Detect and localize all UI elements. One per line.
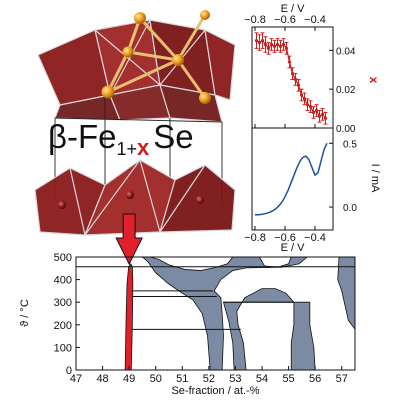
se-atoms bbox=[58, 191, 204, 209]
phase-chart-x-tick-label: 50 bbox=[150, 373, 162, 385]
phase-chart-x-tick-label: 53 bbox=[229, 373, 241, 385]
fe-atoms bbox=[101, 10, 211, 104]
x-data-point bbox=[287, 60, 292, 64]
x-data-point bbox=[266, 46, 271, 50]
current-chart-frame bbox=[251, 127, 334, 231]
current-chart-x-tick-label: −0.6 bbox=[274, 232, 296, 244]
x-chart-x-axis: −0.8 −0.6 −0.4 bbox=[244, 14, 326, 128]
x-chart-y-label: x bbox=[367, 77, 381, 84]
x-data-point bbox=[284, 46, 289, 50]
phase-chart-x-label: Se-fraction / at.-% bbox=[171, 385, 259, 397]
phase-chart-x-tick-label: 56 bbox=[309, 373, 321, 385]
phase-chart-x-tick-label: 47 bbox=[70, 373, 82, 385]
x-chart-y-tick-label: 0.04 bbox=[336, 46, 356, 57]
x-data-point bbox=[278, 44, 283, 49]
phase-chart-x-tick-label: 52 bbox=[203, 373, 215, 385]
phase-chart-x-axis: 47 48 49 50 51 52 53 54 55 56 57 bbox=[70, 366, 348, 385]
current-chart-series bbox=[255, 142, 328, 216]
x-data-point bbox=[305, 103, 310, 107]
x-data-point bbox=[257, 40, 262, 45]
x-chart-x-tick-label: −0.6 bbox=[274, 14, 296, 26]
phase-chart-y-tick-label: 300 bbox=[54, 297, 72, 309]
x-chart-x-label: E / V bbox=[281, 3, 306, 15]
x-data-point bbox=[269, 42, 274, 47]
phase-chart-y-tick-label: 500 bbox=[54, 252, 72, 264]
x-data-point bbox=[272, 44, 277, 49]
phase-chart-x-tick-label: 57 bbox=[336, 373, 348, 385]
phase-regions bbox=[124, 256, 356, 371]
phase-chart-x-tick-label: 48 bbox=[96, 373, 108, 385]
current-vs-potential-chart: −0.8 −0.6 −0.4 0.0 0.5 E / V I / mA bbox=[244, 127, 381, 254]
phase-region bbox=[141, 256, 356, 371]
x-chart-series bbox=[254, 32, 328, 125]
current-chart-y-tick-label: 0.0 bbox=[343, 203, 357, 214]
x-data-point bbox=[281, 42, 286, 47]
phase-isotherms bbox=[76, 266, 355, 330]
current-chart-x-tick-label: −0.4 bbox=[304, 232, 326, 244]
phase-chart-x-tick-label: 51 bbox=[176, 373, 188, 385]
upper-tetrahedra-layer bbox=[37, 19, 236, 123]
current-chart-x-tick-label: −0.8 bbox=[244, 232, 266, 244]
current-chart-x-label: E / V bbox=[281, 242, 306, 254]
crystal-structure-illustration: β-Fe1+x Se bbox=[34, 10, 236, 236]
current-chart-y-label: I / mA bbox=[369, 164, 381, 193]
x-chart-y-tick-label: 0.02 bbox=[336, 85, 356, 96]
x-data-point bbox=[290, 72, 295, 76]
x-data-point bbox=[299, 93, 304, 97]
phase-arrow bbox=[115, 213, 143, 266]
phase-chart-y-label: ϑ / °C bbox=[19, 299, 31, 327]
x-chart-x-tick-label: −0.4 bbox=[304, 14, 326, 26]
phase-chart-x-tick-label: 54 bbox=[256, 373, 268, 385]
x-data-point bbox=[260, 38, 265, 43]
x-data-point bbox=[263, 42, 268, 47]
x-data-point bbox=[311, 110, 316, 115]
phase-region bbox=[124, 263, 134, 371]
current-chart-x-axis: −0.8 −0.6 −0.4 bbox=[244, 226, 326, 244]
phase-chart-y-axis: 0 100 200 300 400 500 bbox=[54, 252, 80, 377]
phase-chart-y-tick-label: 0 bbox=[66, 365, 72, 377]
current-series-line bbox=[255, 142, 328, 216]
phase-chart-x-tick-label: 49 bbox=[123, 373, 135, 385]
x-data-point bbox=[317, 114, 322, 118]
phase-chart-y-tick-label: 100 bbox=[54, 342, 72, 354]
x-data-point bbox=[254, 38, 259, 43]
x-data-point bbox=[308, 105, 313, 109]
x-data-point bbox=[302, 97, 307, 101]
phase-diagram-chart: 47 48 49 50 51 52 53 54 55 56 57 0100200300400500 … bbox=[19, 252, 356, 397]
x-data-point bbox=[275, 42, 280, 47]
structure-formula: β-Fe1+x Se bbox=[48, 118, 194, 160]
x-vs-potential-chart: −0.8 −0.6 −0.4 0.00 0.02 0.04 E / V x bbox=[244, 3, 381, 135]
phase-chart-y-tick-label: 400 bbox=[54, 275, 72, 287]
x-data-point bbox=[293, 77, 298, 82]
phase-chart-y-tick-label: 200 bbox=[54, 320, 72, 332]
x-data-point bbox=[323, 116, 328, 120]
phase-chart-x-tick-label: 55 bbox=[282, 373, 294, 385]
x-data-point bbox=[314, 108, 319, 113]
current-chart-y-axis: 0.0 0.5 bbox=[329, 139, 357, 214]
x-data-point bbox=[296, 83, 301, 87]
current-chart-y-tick-label: 0.5 bbox=[343, 139, 357, 150]
x-data-point bbox=[320, 112, 325, 117]
phase-chart-frame bbox=[75, 256, 356, 371]
x-chart-x-tick-label: −0.8 bbox=[244, 14, 266, 26]
x-chart-y-tick-label: 0.00 bbox=[336, 124, 356, 135]
